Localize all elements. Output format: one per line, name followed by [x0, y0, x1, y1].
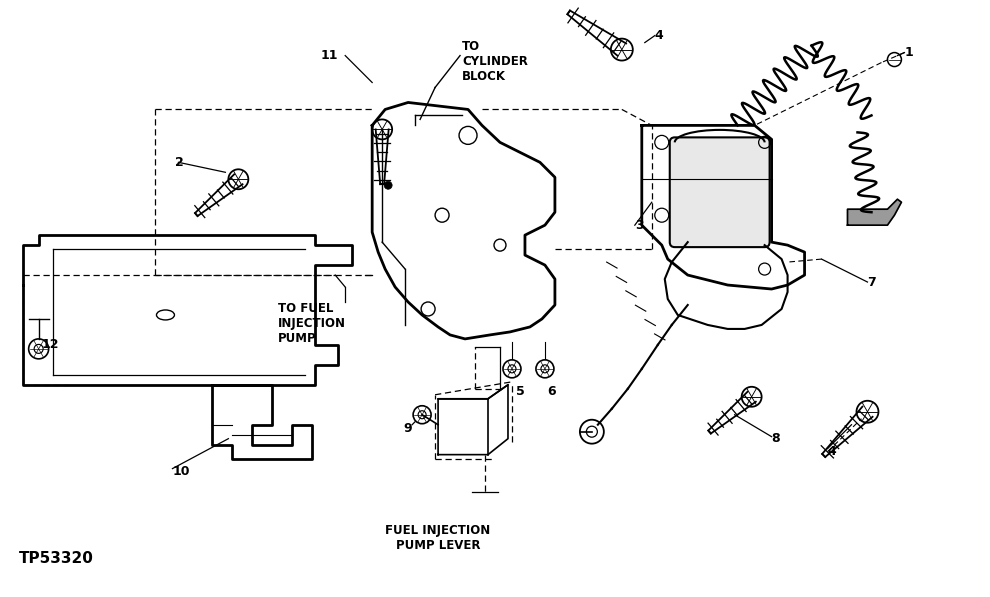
Text: TO
CYLINDER
BLOCK: TO CYLINDER BLOCK — [462, 39, 528, 82]
Circle shape — [611, 39, 633, 60]
Text: 6: 6 — [547, 385, 556, 398]
Circle shape — [856, 401, 878, 423]
Text: 7: 7 — [867, 276, 876, 288]
Text: 2: 2 — [175, 156, 184, 169]
Circle shape — [229, 170, 248, 189]
Text: TP53320: TP53320 — [19, 552, 93, 567]
Circle shape — [742, 387, 761, 407]
Text: 5: 5 — [516, 385, 525, 398]
Circle shape — [887, 53, 902, 66]
Text: 3: 3 — [635, 219, 644, 232]
Text: FUEL INJECTION
PUMP LEVER: FUEL INJECTION PUMP LEVER — [385, 525, 491, 552]
Circle shape — [536, 360, 554, 378]
Circle shape — [29, 339, 49, 359]
Text: 1: 1 — [905, 46, 913, 59]
Text: 11: 11 — [321, 49, 339, 62]
Text: 8: 8 — [771, 432, 780, 445]
FancyBboxPatch shape — [670, 137, 769, 247]
Text: 9: 9 — [404, 422, 412, 435]
Text: 12: 12 — [42, 338, 58, 352]
Circle shape — [503, 360, 521, 378]
Circle shape — [384, 181, 392, 189]
Text: 4: 4 — [828, 445, 837, 458]
Text: 4: 4 — [654, 29, 663, 42]
Text: 10: 10 — [172, 465, 190, 478]
Circle shape — [372, 119, 392, 139]
Text: TO FUEL
INJECTION
PUMP: TO FUEL INJECTION PUMP — [278, 302, 346, 345]
Circle shape — [413, 406, 431, 424]
Polygon shape — [847, 199, 902, 225]
